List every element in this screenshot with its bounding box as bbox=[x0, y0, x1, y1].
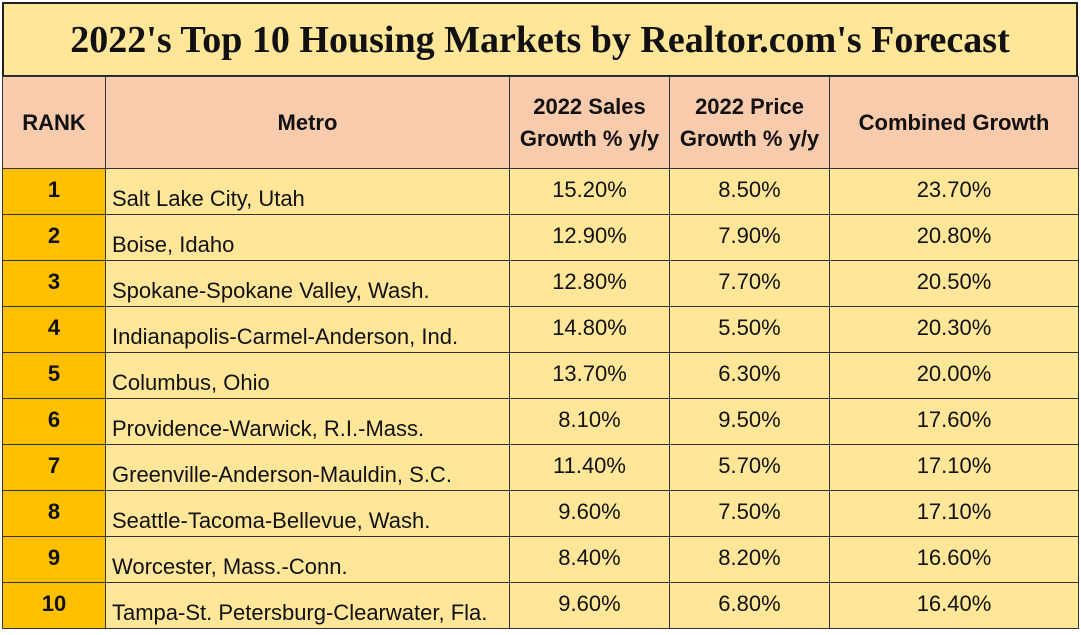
rank-cell: 3 bbox=[2, 260, 106, 307]
header-metro: Metro bbox=[105, 76, 510, 169]
combined-growth-cell: 20.80% bbox=[829, 214, 1079, 261]
price-growth-cell: 7.70% bbox=[669, 260, 830, 307]
metro-cell: Tampa-St. Petersburg-Clearwater, Fla. bbox=[105, 582, 510, 629]
sales-growth-cell: 8.10% bbox=[509, 398, 670, 445]
price-growth-cell: 6.30% bbox=[669, 352, 830, 399]
rank-cell: 5 bbox=[2, 352, 106, 399]
combined-growth-cell: 17.10% bbox=[829, 490, 1079, 537]
table-row: 10 Tampa-St. Petersburg-Clearwater, Fla. 9… bbox=[2, 582, 1079, 629]
combined-growth-cell: 17.60% bbox=[829, 398, 1079, 445]
header-row: RANK Metro 2022 Sales Growth % y/y 2022 … bbox=[2, 76, 1079, 169]
combined-growth-cell: 17.10% bbox=[829, 444, 1079, 491]
sales-growth-cell: 11.40% bbox=[509, 444, 670, 491]
rank-cell: 6 bbox=[2, 398, 106, 445]
table-row: 5 Columbus, Ohio 13.70% 6.30% 20.00% bbox=[2, 352, 1079, 399]
rank-cell: 1 bbox=[2, 168, 106, 215]
metro-cell: Greenville-Anderson-Mauldin, S.C. bbox=[105, 444, 510, 491]
housing-markets-table: RANK Metro 2022 Sales Growth % y/y 2022 … bbox=[2, 76, 1079, 629]
table-row: 6 Providence-Warwick, R.I.-Mass. 8.10% 9.50… bbox=[2, 398, 1079, 445]
metro-cell: Worcester, Mass.-Conn. bbox=[105, 536, 510, 583]
sales-growth-cell: 14.80% bbox=[509, 306, 670, 353]
sales-growth-cell: 12.90% bbox=[509, 214, 670, 261]
price-growth-cell: 5.70% bbox=[669, 444, 830, 491]
metro-cell: Seattle-Tacoma-Bellevue, Wash. bbox=[105, 490, 510, 537]
rank-cell: 9 bbox=[2, 536, 106, 583]
sales-growth-cell: 12.80% bbox=[509, 260, 670, 307]
rank-cell: 7 bbox=[2, 444, 106, 491]
price-growth-cell: 6.80% bbox=[669, 582, 830, 629]
sales-growth-cell: 13.70% bbox=[509, 352, 670, 399]
price-growth-cell: 8.50% bbox=[669, 168, 830, 215]
combined-growth-cell: 16.40% bbox=[829, 582, 1079, 629]
price-growth-cell: 9.50% bbox=[669, 398, 830, 445]
table-row: 7 Greenville-Anderson-Mauldin, S.C. 11.40%… bbox=[2, 444, 1079, 491]
price-growth-cell: 8.20% bbox=[669, 536, 830, 583]
header-sales-growth: 2022 Sales Growth % y/y bbox=[509, 76, 670, 169]
rank-cell: 8 bbox=[2, 490, 106, 537]
header-rank: RANK bbox=[2, 76, 106, 169]
table-row: 2 Boise, Idaho 12.90% 7.90% 20.80% bbox=[2, 214, 1079, 261]
metro-cell: Boise, Idaho bbox=[105, 214, 510, 261]
combined-growth-cell: 16.60% bbox=[829, 536, 1079, 583]
table-row: 1 Salt Lake City, Utah 15.20% 8.50% 23.70% bbox=[2, 168, 1079, 215]
metro-cell: Indianapolis-Carmel-Anderson, Ind. bbox=[105, 306, 510, 353]
rank-cell: 2 bbox=[2, 214, 106, 261]
header-combined-growth: Combined Growth bbox=[829, 76, 1079, 169]
metro-cell: Salt Lake City, Utah bbox=[105, 168, 510, 215]
rank-cell: 10 bbox=[2, 582, 106, 629]
price-growth-cell: 7.50% bbox=[669, 490, 830, 537]
metro-cell: Spokane-Spokane Valley, Wash. bbox=[105, 260, 510, 307]
metro-cell: Providence-Warwick, R.I.-Mass. bbox=[105, 398, 510, 445]
combined-growth-cell: 20.00% bbox=[829, 352, 1079, 399]
sales-growth-cell: 15.20% bbox=[509, 168, 670, 215]
combined-growth-cell: 20.50% bbox=[829, 260, 1079, 307]
rank-cell: 4 bbox=[2, 306, 106, 353]
table-row: 8 Seattle-Tacoma-Bellevue, Wash. 9.60% 7.50… bbox=[2, 490, 1079, 537]
sales-growth-cell: 9.60% bbox=[509, 582, 670, 629]
metro-cell: Columbus, Ohio bbox=[105, 352, 510, 399]
price-growth-cell: 7.90% bbox=[669, 214, 830, 261]
sales-growth-cell: 8.40% bbox=[509, 536, 670, 583]
combined-growth-cell: 23.70% bbox=[829, 168, 1079, 215]
table-row: 4 Indianapolis-Carmel-Anderson, Ind. 14.80… bbox=[2, 306, 1079, 353]
table-row: 9 Worcester, Mass.-Conn. 8.40% 8.20% 16.60% bbox=[2, 536, 1079, 583]
header-price-growth: 2022 Price Growth % y/y bbox=[669, 76, 830, 169]
price-growth-cell: 5.50% bbox=[669, 306, 830, 353]
combined-growth-cell: 20.30% bbox=[829, 306, 1079, 353]
table-title: 2022's Top 10 Housing Markets by Realtor… bbox=[2, 2, 1078, 76]
table-row: 3 Spokane-Spokane Valley, Wash. 12.80% 7.70… bbox=[2, 260, 1079, 307]
sales-growth-cell: 9.60% bbox=[509, 490, 670, 537]
